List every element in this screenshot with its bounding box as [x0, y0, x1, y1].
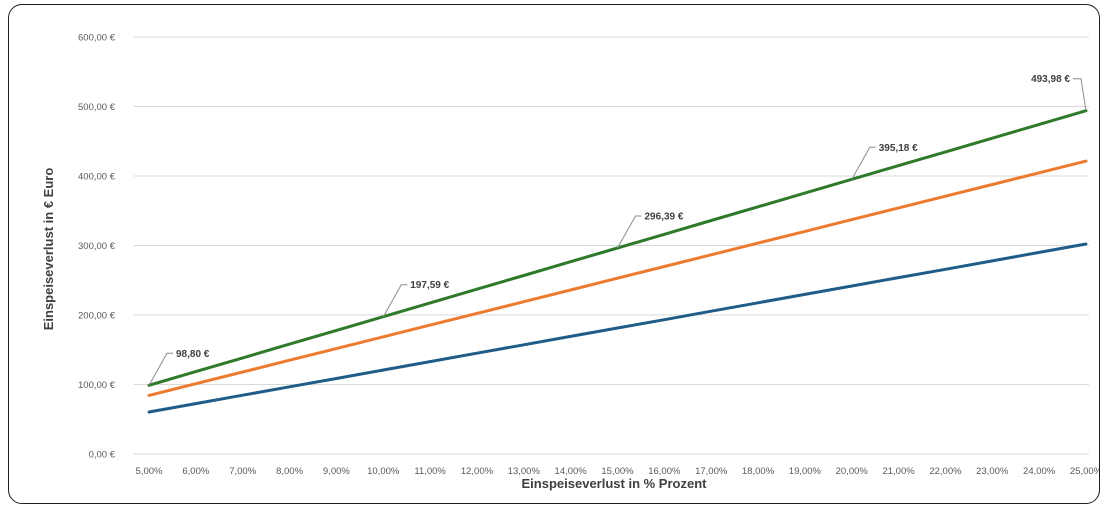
- x-tick-label: 15,00%: [601, 466, 634, 477]
- data-label: 395,18 €: [879, 143, 918, 154]
- y-tick-label: 600,00 €: [78, 33, 116, 44]
- x-tick-label: 25,00%: [1070, 466, 1100, 477]
- x-tick-label: 8,00%: [276, 466, 303, 477]
- x-tick-label: 22,00%: [929, 466, 962, 477]
- x-tick-label: 6,00%: [182, 466, 209, 477]
- data-labels: 98,80 € 197,59 € 296,39 € 395,18 € 493,98 €: [148, 74, 1087, 386]
- data-label: 98,80 €: [176, 349, 210, 360]
- data-label-leader: [1073, 78, 1087, 111]
- series-line-2: [147, 159, 1088, 397]
- y-axis-ticks: 0,00 € 100,00 € 200,00 € 300,00 € 400,00 € 50…: [78, 33, 116, 461]
- x-tick-label: 9,00%: [323, 466, 350, 477]
- x-axis-title: Einspeiseverlust in % Prozent: [522, 476, 708, 491]
- x-tick-label: 14,00%: [555, 466, 588, 477]
- data-label-leader: [851, 146, 876, 180]
- y-axis-title: Einspeiseverlust in € Euro: [41, 168, 56, 331]
- data-label: 296,39 €: [645, 212, 684, 223]
- data-label: 493,98 €: [1031, 74, 1070, 85]
- series-line-1: [147, 242, 1088, 414]
- series-lines: [147, 109, 1088, 414]
- x-tick-label: 20,00%: [836, 466, 869, 477]
- data-label-leader: [617, 215, 642, 249]
- x-tick-label: 10,00%: [367, 466, 400, 477]
- x-tick-label: 24,00%: [1023, 466, 1056, 477]
- y-tick-label: 500,00 €: [78, 102, 116, 113]
- x-tick-label: 23,00%: [976, 466, 1009, 477]
- x-tick-label: 5,00%: [136, 466, 163, 477]
- data-label: 197,59 €: [410, 280, 449, 291]
- x-tick-label: 11,00%: [414, 466, 446, 477]
- gridlines: [134, 36, 1089, 455]
- x-axis-ticks: 5,00% 6,00% 7,00% 8,00% 9,00% 10,00% 11,00% 12,…: [136, 466, 1100, 477]
- x-tick-label: 21,00%: [882, 466, 915, 477]
- y-tick-label: 200,00 €: [78, 311, 116, 322]
- x-tick-label: 19,00%: [789, 466, 822, 477]
- x-tick-label: 17,00%: [695, 466, 728, 477]
- x-tick-label: 7,00%: [229, 466, 256, 477]
- x-tick-label: 18,00%: [742, 466, 775, 477]
- y-tick-label: 0,00 €: [89, 450, 116, 461]
- x-tick-label: 13,00%: [508, 466, 541, 477]
- x-tick-label: 16,00%: [648, 466, 681, 477]
- y-tick-label: 100,00 €: [78, 380, 116, 391]
- x-tick-label: 12,00%: [461, 466, 494, 477]
- chart-frame: 0,00 € 100,00 € 200,00 € 300,00 € 400,00 € 50…: [8, 4, 1100, 504]
- line-chart: 0,00 € 100,00 € 200,00 € 300,00 € 400,00 € 50…: [41, 33, 1100, 492]
- data-label-leader: [148, 352, 173, 386]
- data-label-leader: [382, 284, 408, 317]
- y-tick-label: 400,00 €: [78, 172, 116, 183]
- y-tick-label: 300,00 €: [78, 241, 116, 252]
